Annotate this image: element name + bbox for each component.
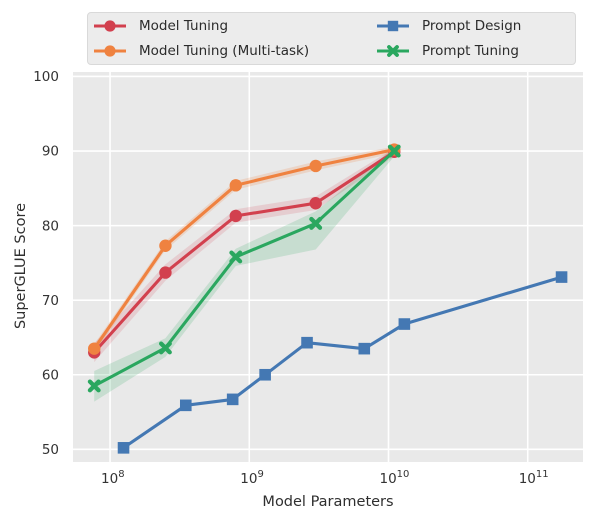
marker-prompt-design-7 [555,271,568,283]
legend-item-model-tuning: Model Tuning [94,18,377,34]
legend-box: Model Tuning Model Tuning (Multi-task) Pro… [87,12,576,65]
legend-marker-circle-icon [94,45,126,57]
marker-model-tuning-multi-task-1 [159,239,172,252]
marker-model-tuning-multi-task-3 [309,159,322,173]
y-tick-label-100: 100 [33,69,59,85]
marker-prompt-design-3 [259,368,271,381]
y-tick-label-70: 70 [42,293,59,309]
marker-model-tuning-multi-task-2 [229,179,242,192]
y-tick-label-80: 80 [42,218,59,234]
marker-model-tuning-3 [309,197,322,210]
plot-area [73,72,583,462]
x-axis-label: Model Parameters [262,494,394,510]
marker-prompt-design-2 [226,393,239,406]
marker-model-tuning-1 [159,266,172,279]
legend-label: Model Tuning [139,17,229,34]
marker-prompt-tuning-0 [87,379,101,393]
y-axis-label: SuperGLUE Score [13,202,29,330]
legend-marker-x-icon [377,45,409,58]
x-tick-label-1e8: 108 [101,469,125,487]
series-line-prompt-design [121,275,564,450]
marker-prompt-tuning-4 [387,144,401,158]
legend-item-prompt-tuning: Prompt Tuning [377,43,575,59]
legend-label: Model Tuning (Multi-task) [139,43,310,60]
marker-model-tuning-2 [229,209,242,223]
marker-prompt-design-6 [398,318,411,330]
x-tick-label-1e11: 1011 [519,469,549,487]
legend-label: Prompt Tuning [422,43,519,60]
y-tick-label-90: 90 [42,144,59,160]
marker-prompt-design-0 [117,442,130,454]
marker-prompt-design-1 [179,399,192,412]
marker-prompt-tuning-3 [309,216,323,230]
y-tick-label-60: 60 [42,367,59,383]
legend-marker-square-icon [377,20,409,31]
confidence-band-prompt-tuning [94,147,395,402]
x-tick-label-1e9: 109 [240,469,264,487]
legend-item-prompt-design: Prompt Design [377,18,575,34]
marker-model-tuning-multi-task-0 [88,342,101,355]
y-tick-label-50: 50 [42,442,59,458]
x-tick-label-1e10: 1010 [379,469,409,487]
marker-prompt-tuning-2 [229,250,243,264]
legend-item-model-tuning-multi-task: Model Tuning (Multi-task) [94,43,377,59]
legend-label: Prompt Design [422,17,522,34]
marker-prompt-design-5 [358,342,371,355]
marker-prompt-design-4 [301,336,313,349]
marker-prompt-tuning-1 [158,341,172,355]
legend-marker-circle-icon [94,20,126,32]
